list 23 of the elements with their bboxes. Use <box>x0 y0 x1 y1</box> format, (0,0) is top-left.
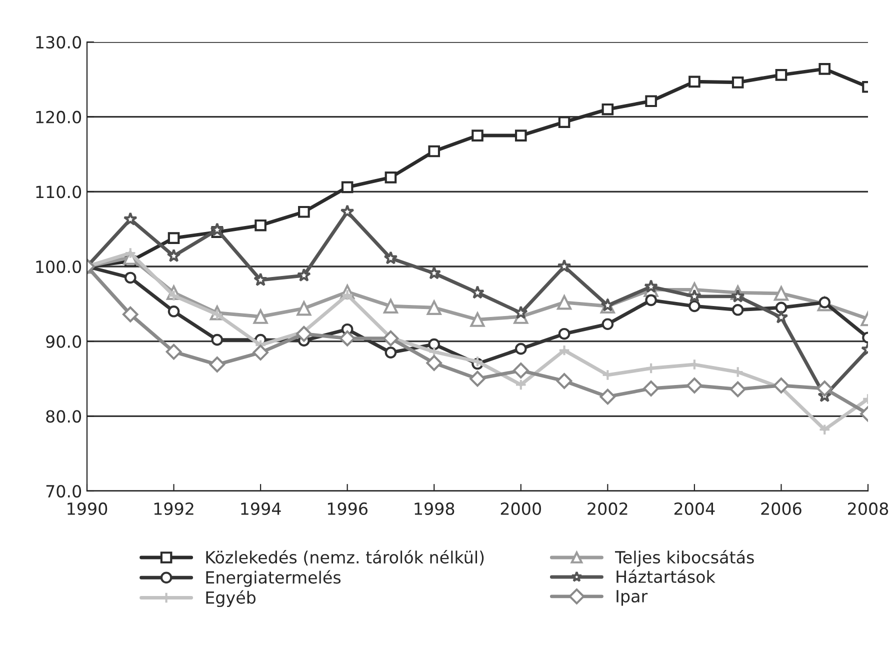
y-tick-label: 130.0 <box>36 36 82 49</box>
y-tick-label: 120.0 <box>36 110 82 124</box>
y-tick-label: 100.0 <box>36 260 82 274</box>
x-tick-label: 2002 <box>588 502 628 516</box>
x-tick-label: 1998 <box>414 502 454 516</box>
x-tick-label: 1992 <box>154 502 194 516</box>
x-tick-label: 1994 <box>241 502 281 516</box>
x-tick-label: 2000 <box>500 502 541 516</box>
y-tick-label: 110.0 <box>36 186 82 198</box>
y-tick-label: 80.0 <box>46 410 82 423</box>
y-tick-label: 70.0 <box>46 484 82 498</box>
legend-label: Háztartások <box>616 569 716 584</box>
legend-label: Ipar <box>616 590 648 606</box>
legend-label: Teljes kibocsátás <box>615 550 754 567</box>
legend-label: Közlekedés (nemz. tárolók nélkül) <box>206 550 484 566</box>
legend-label: Energiatermelés <box>206 570 341 587</box>
x-tick-label: 2008 <box>848 502 888 516</box>
x-tick-label: 2006 <box>761 502 802 516</box>
x-tick-label: 1990 <box>68 502 108 516</box>
x-tick-label: 2004 <box>674 502 715 516</box>
y-tick-label: 90.0 <box>46 335 82 348</box>
legend-label: Egyéb <box>206 590 256 608</box>
x-tick-label: 1996 <box>328 502 368 516</box>
